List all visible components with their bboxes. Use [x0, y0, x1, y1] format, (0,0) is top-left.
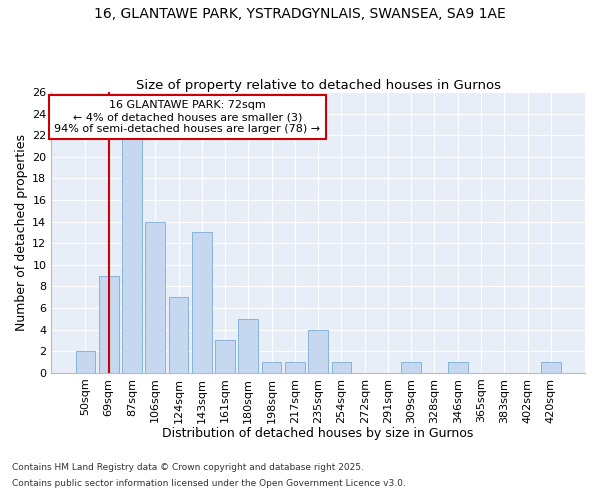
Bar [448, 362, 467, 373]
Bar [285, 362, 305, 373]
Bar [238, 319, 258, 373]
Bar [169, 297, 188, 373]
Bar [332, 362, 352, 373]
Bar [122, 135, 142, 373]
X-axis label: Distribution of detached houses by size in Gurnos: Distribution of detached houses by size … [163, 427, 474, 440]
Bar [145, 222, 165, 373]
Bar [215, 340, 235, 373]
Text: 16, GLANTAWE PARK, YSTRADGYNLAIS, SWANSEA, SA9 1AE: 16, GLANTAWE PARK, YSTRADGYNLAIS, SWANSE… [94, 8, 506, 22]
Bar [262, 362, 281, 373]
Text: 16 GLANTAWE PARK: 72sqm
← 4% of detached houses are smaller (3)
94% of semi-deta: 16 GLANTAWE PARK: 72sqm ← 4% of detached… [55, 100, 320, 134]
Title: Size of property relative to detached houses in Gurnos: Size of property relative to detached ho… [136, 79, 500, 92]
Y-axis label: Number of detached properties: Number of detached properties [15, 134, 28, 331]
Bar [541, 362, 561, 373]
Bar [76, 351, 95, 373]
Bar [192, 232, 212, 373]
Bar [401, 362, 421, 373]
Text: Contains public sector information licensed under the Open Government Licence v3: Contains public sector information licen… [12, 478, 406, 488]
Bar [99, 276, 119, 373]
Bar [308, 330, 328, 373]
Text: Contains HM Land Registry data © Crown copyright and database right 2025.: Contains HM Land Registry data © Crown c… [12, 464, 364, 472]
